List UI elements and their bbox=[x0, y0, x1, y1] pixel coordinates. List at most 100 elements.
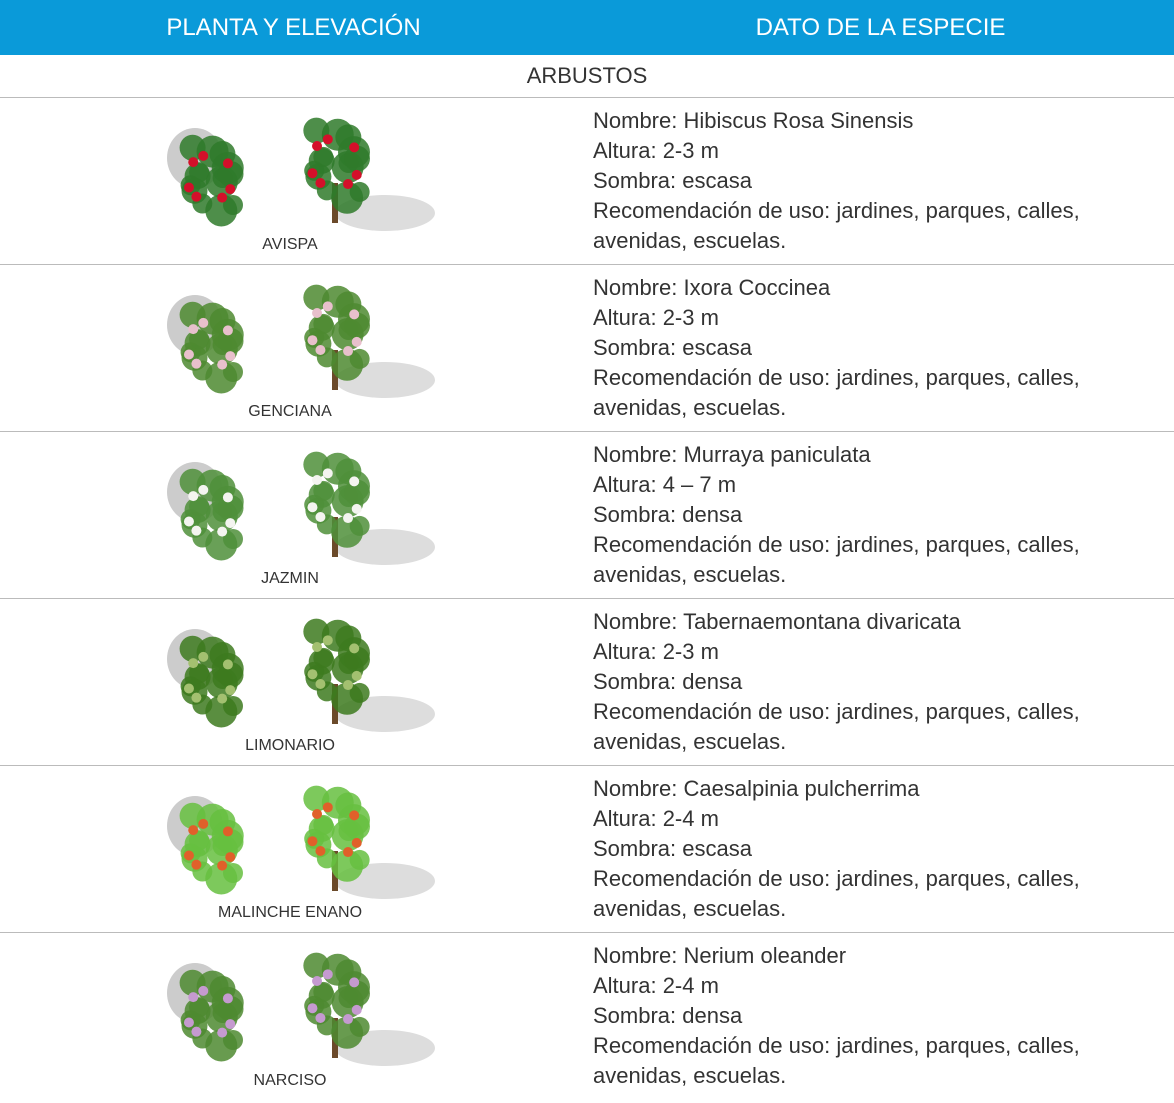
flower bbox=[315, 679, 326, 690]
flower bbox=[351, 670, 362, 681]
table-row: NARCISO Nombre: Nerium oleander Altura: 2-… bbox=[0, 933, 1174, 1100]
species-data: Nombre: Murraya paniculata Altura: 4 – 7 … bbox=[580, 432, 1173, 598]
foliage bbox=[303, 785, 330, 812]
species-detail: Sombra: escasa bbox=[593, 168, 752, 193]
plant-illustration bbox=[167, 785, 435, 899]
flower bbox=[217, 693, 228, 704]
foliage bbox=[189, 830, 210, 851]
flower bbox=[351, 837, 362, 848]
foliage bbox=[217, 828, 244, 855]
flower bbox=[307, 335, 318, 346]
flower bbox=[343, 1014, 354, 1025]
flower bbox=[315, 345, 326, 356]
species-detail: Nombre: Caesalpinia pulcherrima bbox=[593, 776, 920, 801]
plant-cell: LIMONARIO bbox=[0, 599, 580, 765]
foliage bbox=[313, 480, 334, 501]
foliage bbox=[205, 528, 238, 561]
plant-cell: MALINCHE ENANO bbox=[0, 766, 580, 932]
foliage bbox=[313, 146, 334, 167]
flower bbox=[225, 1019, 236, 1030]
flower bbox=[349, 476, 360, 487]
foliage bbox=[331, 1016, 364, 1049]
flower bbox=[312, 975, 323, 986]
plant-name: JAZMIN bbox=[261, 570, 319, 587]
plant-illustration bbox=[167, 451, 435, 565]
flower bbox=[198, 150, 209, 161]
table-row: AVISPA Nombre: Hibiscus Rosa Sinensis Altu… bbox=[0, 98, 1174, 265]
foliage bbox=[303, 618, 330, 645]
flower bbox=[343, 847, 354, 858]
plant-illustration bbox=[167, 618, 435, 732]
flower bbox=[312, 808, 323, 819]
flower bbox=[191, 859, 202, 870]
foliage bbox=[189, 997, 210, 1018]
plant-cell: JAZMIN bbox=[0, 432, 580, 598]
flower bbox=[343, 680, 354, 691]
species-detail: Recomendación de uso: jardines, parques,… bbox=[593, 866, 1080, 921]
flower bbox=[217, 860, 228, 871]
column-header: DATO DE LA ESPECIE bbox=[755, 13, 1006, 41]
table-body: AVISPA Nombre: Hibiscus Rosa Sinensis Altu… bbox=[0, 98, 1174, 1100]
flower bbox=[222, 158, 233, 169]
plant-illustration bbox=[167, 284, 435, 398]
table-row: GENCIANA Nombre: Ixora Coccinea Altura: 2-… bbox=[0, 265, 1174, 432]
species-detail: Sombra: densa bbox=[593, 502, 743, 527]
plant-cell: NARCISO bbox=[0, 933, 580, 1100]
flower bbox=[322, 134, 333, 145]
flower bbox=[188, 491, 199, 502]
species-detail: Nombre: Hibiscus Rosa Sinensis bbox=[593, 108, 914, 133]
flower bbox=[322, 468, 333, 479]
flower bbox=[351, 336, 362, 347]
foliage bbox=[331, 515, 364, 548]
flower bbox=[343, 346, 354, 357]
foliage bbox=[331, 348, 364, 381]
foliage bbox=[217, 661, 244, 688]
table-row: MALINCHE ENANO Nombre: Caesalpinia pulche… bbox=[0, 766, 1174, 933]
flower bbox=[188, 992, 199, 1003]
flower bbox=[225, 518, 236, 529]
foliage bbox=[205, 862, 238, 895]
flower bbox=[312, 307, 323, 318]
flower bbox=[315, 512, 326, 523]
foliage bbox=[217, 327, 244, 354]
foliage bbox=[303, 952, 330, 979]
foliage bbox=[343, 813, 370, 840]
flower bbox=[315, 846, 326, 857]
section-title: ARBUSTOS bbox=[0, 55, 1174, 98]
foliage bbox=[205, 1029, 238, 1062]
foliage bbox=[205, 361, 238, 394]
flower bbox=[217, 359, 228, 370]
foliage bbox=[331, 181, 364, 214]
flower bbox=[222, 993, 233, 1004]
flower bbox=[322, 301, 333, 312]
species-detail: Altura: 2-4 m bbox=[593, 973, 719, 998]
foliage bbox=[189, 162, 210, 183]
foliage bbox=[303, 284, 330, 311]
species-detail: Nombre: Murraya paniculata bbox=[593, 442, 871, 467]
flower bbox=[217, 192, 228, 203]
foliage bbox=[189, 329, 210, 350]
plant-name: LIMONARIO bbox=[245, 737, 335, 754]
flower bbox=[351, 1004, 362, 1015]
flower bbox=[322, 802, 333, 813]
species-detail: Altura: 2-3 m bbox=[593, 639, 719, 664]
flower bbox=[322, 635, 333, 646]
flower bbox=[191, 692, 202, 703]
flower bbox=[183, 683, 194, 694]
flower bbox=[198, 317, 209, 328]
foliage bbox=[343, 479, 370, 506]
plant-name: NARCISO bbox=[253, 1072, 327, 1089]
foliage bbox=[217, 494, 244, 521]
table-row: JAZMIN Nombre: Murraya paniculata Altura: … bbox=[0, 432, 1174, 599]
flower bbox=[191, 525, 202, 536]
species-data: Nombre: Hibiscus Rosa Sinensis Altura: 2-… bbox=[580, 98, 1173, 264]
species-detail: Recomendación de uso: jardines, parques,… bbox=[593, 699, 1080, 754]
foliage bbox=[313, 313, 334, 334]
plant-name: AVISPA bbox=[262, 236, 318, 253]
plant-cell: GENCIANA bbox=[0, 265, 580, 431]
species-detail: Altura: 4 – 7 m bbox=[593, 472, 737, 497]
table-header: PLANTA Y ELEVACIÓN DATO DE LA ESPECIE bbox=[0, 0, 1174, 55]
species-detail: Altura: 2-4 m bbox=[593, 806, 719, 831]
foliage bbox=[205, 695, 238, 728]
